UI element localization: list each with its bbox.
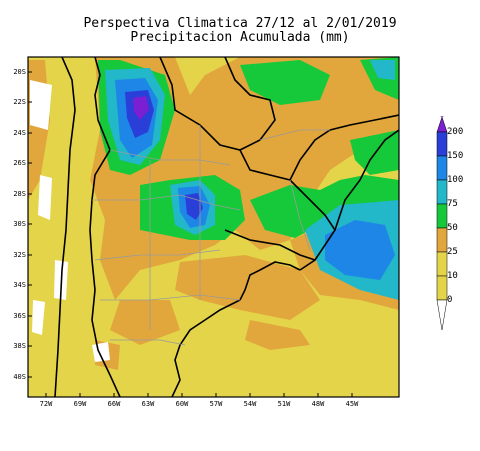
lat-label: 26S [13,159,26,167]
lat-label: 38S [13,342,26,350]
legend-swatch [436,131,448,157]
lon-label: 63W [141,400,155,408]
lat-label: 34S [13,281,26,289]
lon-label: 72W [39,400,53,408]
legend-swatch [436,251,448,277]
lat-label: 20S [13,68,26,76]
legend-label: 10 [447,271,458,281]
legend-label: 150 [447,151,464,161]
legend-swatch [436,227,448,253]
map-subtitle: Precipitacion Acumulada (mm) [130,30,350,45]
lon-label: 57W [209,400,223,408]
lat-label: 32S [13,251,26,259]
lon-label: 48W [311,400,325,408]
legend-label: 200 [447,127,464,137]
legend-label: 50 [447,223,458,233]
lat-label: 22S [13,98,26,106]
axis-ticks [28,71,353,397]
lon-label: 60W [175,400,189,408]
lon-label: 66W [107,400,121,408]
province-borders [92,125,330,346]
legend-swatch [436,275,448,301]
legend-swatch [436,155,448,181]
lon-label: 51W [277,400,291,408]
country-borders [54,57,399,397]
lon-label: 54W [243,400,257,408]
lat-label: 36S [13,312,26,320]
legend-label: 100 [447,175,464,185]
map-frame [27,56,400,398]
legend-label: 0 [447,295,453,305]
lat-label: 30S [13,220,26,228]
legend-colorbar [436,116,448,331]
lat-label: 28S [13,190,26,198]
map-title: Perspectiva Climatica 27/12 al 2/01/2019 [83,16,397,31]
lat-label: 24S [13,129,26,137]
lon-label: 45W [345,400,359,408]
legend-label: 25 [447,247,458,257]
lon-label: 69W [73,400,87,408]
precipitation-field [28,57,399,397]
legend-swatch [436,179,448,205]
legend-swatch [436,116,448,133]
lat-label: 40S [13,373,26,381]
legend-swatch [436,299,448,331]
legend-swatch [436,203,448,229]
legend-label: 75 [447,199,458,209]
